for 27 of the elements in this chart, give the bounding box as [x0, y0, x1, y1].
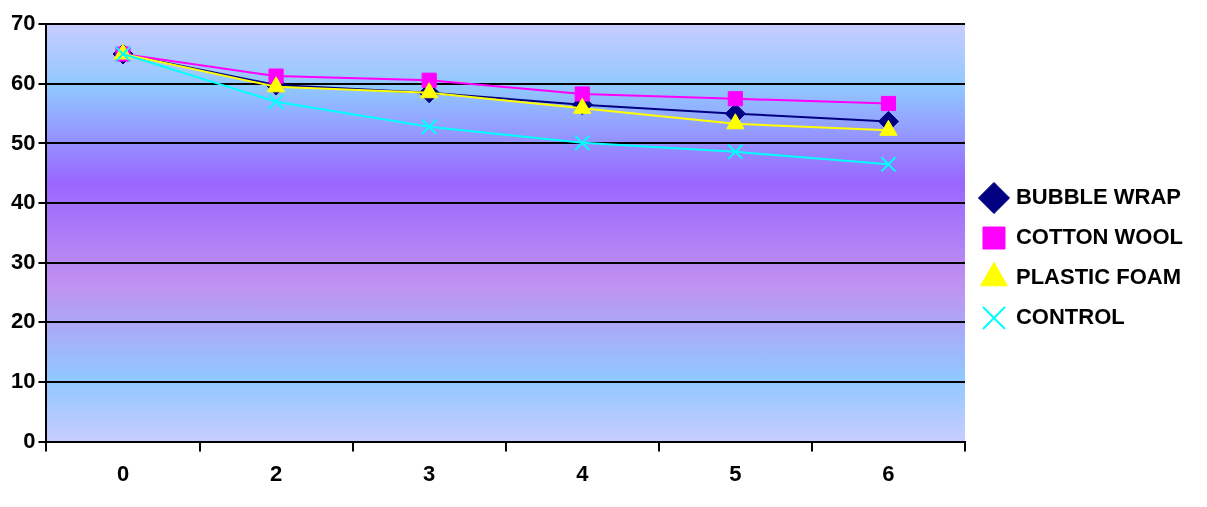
- point: [727, 91, 743, 107]
- point: [421, 118, 438, 135]
- point: [727, 143, 744, 160]
- y-tick-label: 60: [10, 69, 36, 95]
- legend-label: COTTON WOOL: [1015, 224, 1184, 250]
- y-tick-label: 40: [10, 189, 36, 215]
- point: [880, 156, 897, 173]
- point: [574, 86, 590, 102]
- point: [421, 72, 437, 88]
- x-tick-label: 6: [882, 460, 895, 486]
- y-tick-label: 20: [10, 308, 36, 334]
- y-tick-label: 30: [10, 248, 36, 274]
- x-tick-label: 5: [729, 460, 742, 486]
- y-tick-label: 50: [10, 129, 36, 155]
- point: [880, 95, 897, 112]
- point: [574, 134, 591, 151]
- x-tick-label: 4: [576, 460, 590, 486]
- legend-label: PLASTIC FOAM: [1015, 264, 1181, 290]
- x-tick-label: 2: [269, 460, 283, 486]
- y-tick-label: 70: [10, 10, 36, 36]
- y-tick-label: 0: [23, 427, 36, 453]
- x-tick-label: 0: [116, 460, 130, 486]
- legend-label: BUBBLE WRAP: [1015, 184, 1181, 210]
- point: [268, 93, 285, 110]
- x-tick-label: 3: [423, 460, 436, 486]
- y-tick-label: 10: [10, 368, 36, 394]
- legend-label: CONTROL: [1015, 304, 1125, 330]
